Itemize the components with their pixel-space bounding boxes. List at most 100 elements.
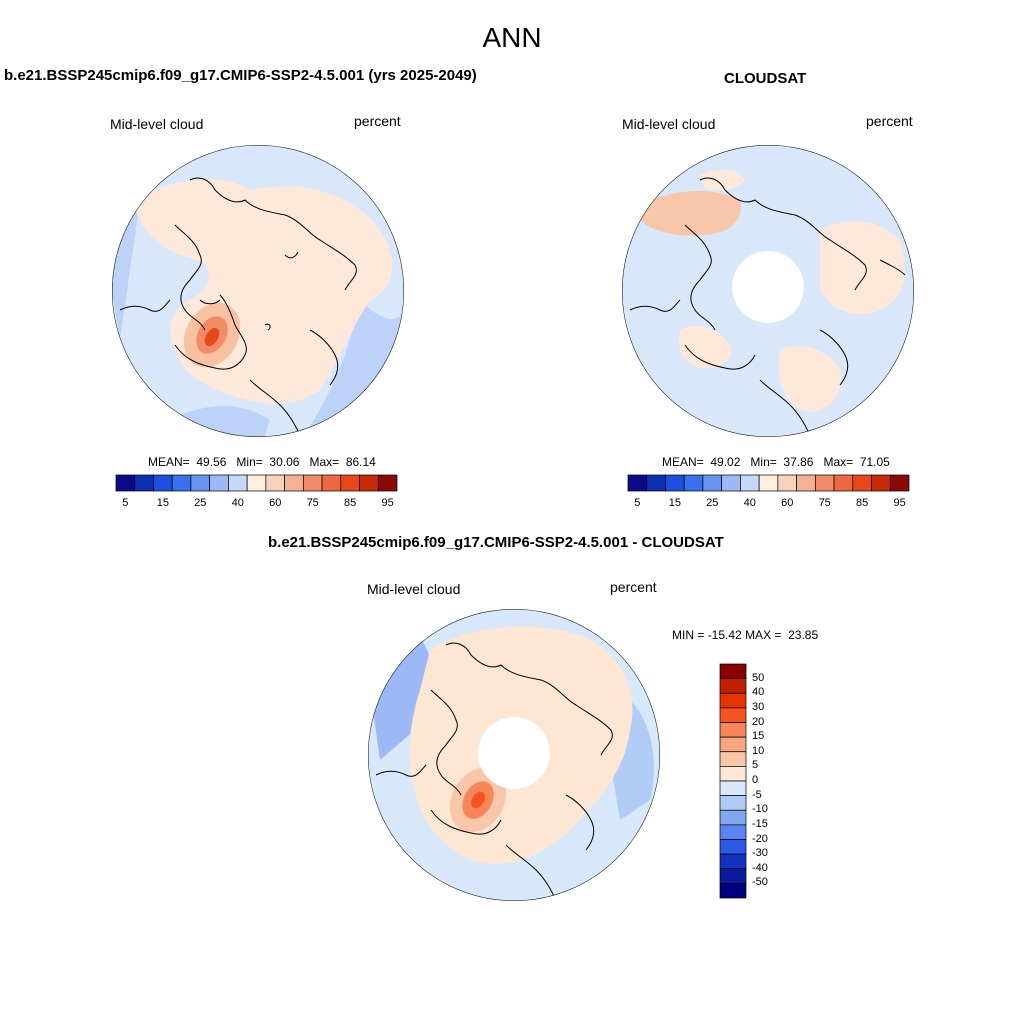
colorbar-tick-label: 15 (752, 730, 765, 743)
panel-1-title: b.e21.BSSP245cmip6.f09_g17.CMIP6-SSP2-4.… (4, 67, 477, 84)
colorbar-tick-label: 5 (752, 759, 759, 772)
max-value: 71.05 (859, 455, 890, 469)
mean-label: MEAN= (662, 455, 704, 469)
min-label: Min= (236, 455, 263, 469)
colorbar-swatch (871, 474, 891, 492)
colorbar-swatch (719, 824, 747, 840)
min-value: 37.86 (783, 455, 814, 469)
mean-value: 49.02 (710, 455, 741, 469)
mean-label: MEAN= (148, 455, 190, 469)
colorbar-1 (115, 474, 398, 492)
colorbar-swatch (190, 474, 211, 492)
colorbar-tick-label: 60 (781, 497, 794, 509)
colorbar-tick-label: 40 (752, 686, 765, 699)
colorbar-swatch (889, 474, 910, 492)
colorbar-tick-label: 25 (706, 497, 719, 509)
max-label: MAX = (745, 628, 782, 642)
colorbar-tick-label: 40 (231, 497, 244, 509)
colorbar-swatch (171, 474, 192, 492)
map-2-high-cloud-region (640, 190, 741, 236)
colorbar-swatch (228, 474, 248, 492)
colorbar-swatch (719, 839, 747, 855)
colorbar-swatch (683, 474, 704, 492)
colorbar-swatch (740, 474, 760, 492)
colorbar-tick-label: 20 (752, 715, 765, 728)
map-3 (368, 609, 660, 901)
panel-2-units-label: percent (866, 113, 913, 129)
colorbar-tick-label: 5 (122, 497, 129, 509)
colorbar-tick-label: 75 (818, 497, 831, 509)
colorbar-2 (627, 474, 910, 492)
min-label: Min= (750, 455, 777, 469)
colorbar-tick-label: 40 (743, 497, 756, 509)
page-title: ANN (482, 22, 542, 53)
panel-1-variable-label: Mid-level cloud (110, 116, 204, 132)
colorbar-swatch (719, 795, 747, 811)
colorbar-swatch (719, 853, 747, 870)
min-value: 30.06 (269, 455, 300, 469)
map-1 (112, 145, 404, 437)
map-2 (622, 145, 914, 437)
max-value: 23.85 (788, 628, 819, 642)
colorbar-swatch (719, 751, 747, 767)
max-label: Max= (823, 455, 854, 469)
colorbar-swatch (115, 474, 136, 492)
colorbar-swatch (321, 474, 342, 492)
colorbar-tick-label: 15 (668, 497, 681, 509)
colorbar-swatch (719, 663, 747, 679)
colorbar-tick-label: 0 (752, 774, 759, 786)
colorbar-tick-label: 85 (856, 497, 869, 509)
map-1-low-cloud-region (112, 200, 140, 340)
panel-3-variable-label: Mid-level cloud (367, 581, 461, 597)
colorbar-swatch (719, 722, 747, 738)
colorbar-swatch (814, 474, 835, 492)
min-label: MIN = (672, 628, 705, 642)
colorbar-swatch (833, 474, 854, 492)
colorbar-tick-label: -5 (752, 788, 762, 801)
colorbar-swatch (796, 474, 816, 492)
map-2-high-cloud-region (678, 325, 731, 369)
colorbar-swatch (719, 809, 747, 826)
colorbar-swatch (646, 474, 666, 492)
map-1-max-region (204, 327, 220, 347)
panel-2-variable-label: Mid-level cloud (622, 116, 716, 132)
panel-3-units-label: percent (610, 579, 657, 595)
colorbar-tick-label: 60 (269, 497, 282, 509)
colorbar-tick-label: 15 (156, 497, 169, 509)
panel-3-title: b.e21.BSSP245cmip6.f09_g17.CMIP6-SSP2-4.… (268, 534, 724, 551)
map-2-high-cloud-region (820, 221, 905, 314)
colorbar-swatch (852, 474, 872, 492)
max-label: Max= (309, 455, 340, 469)
map-2-high-cloud-region (779, 346, 841, 412)
colorbar-tick-label: -15 (752, 817, 768, 830)
colorbar-swatch (702, 474, 723, 492)
colorbar-tick-label: -50 (752, 876, 768, 889)
min-value: -15.42 (707, 628, 742, 642)
map-2-high-cloud-region (700, 169, 745, 190)
map-1-low-cloud-region (140, 406, 270, 437)
map-3-max-region (471, 791, 485, 809)
colorbar-tick-label: 5 (634, 497, 641, 509)
colorbar-tick-label: -10 (752, 803, 768, 816)
colorbar-swatch (758, 474, 779, 492)
max-value: 86.14 (345, 455, 376, 469)
colorbar-swatch (719, 736, 747, 753)
colorbar-swatch (209, 474, 229, 492)
panel-2-stats: MEAN= 49.02 Min= 37.86 Max= 71.05 (662, 455, 890, 469)
colorbar-swatch (777, 474, 797, 492)
colorbar-swatch (665, 474, 685, 492)
colorbar-tick-label: 50 (752, 671, 765, 684)
colorbar-swatch (719, 678, 747, 694)
colorbar-swatch (719, 883, 747, 899)
colorbar-swatch (719, 868, 747, 884)
map-3-coastlines (375, 642, 613, 901)
panel-3-stats: MIN = -15.42 MAX = 23.85 (672, 628, 818, 642)
colorbar-swatch (134, 474, 154, 492)
colorbar-tick-label: -30 (752, 847, 768, 860)
colorbar-tick-label: 95 (893, 497, 906, 509)
colorbar-tick-label: 75 (306, 497, 319, 509)
colorbar-swatch (719, 780, 747, 796)
colorbar-tick-label: 30 (752, 700, 765, 713)
colorbar-swatch (284, 474, 304, 492)
